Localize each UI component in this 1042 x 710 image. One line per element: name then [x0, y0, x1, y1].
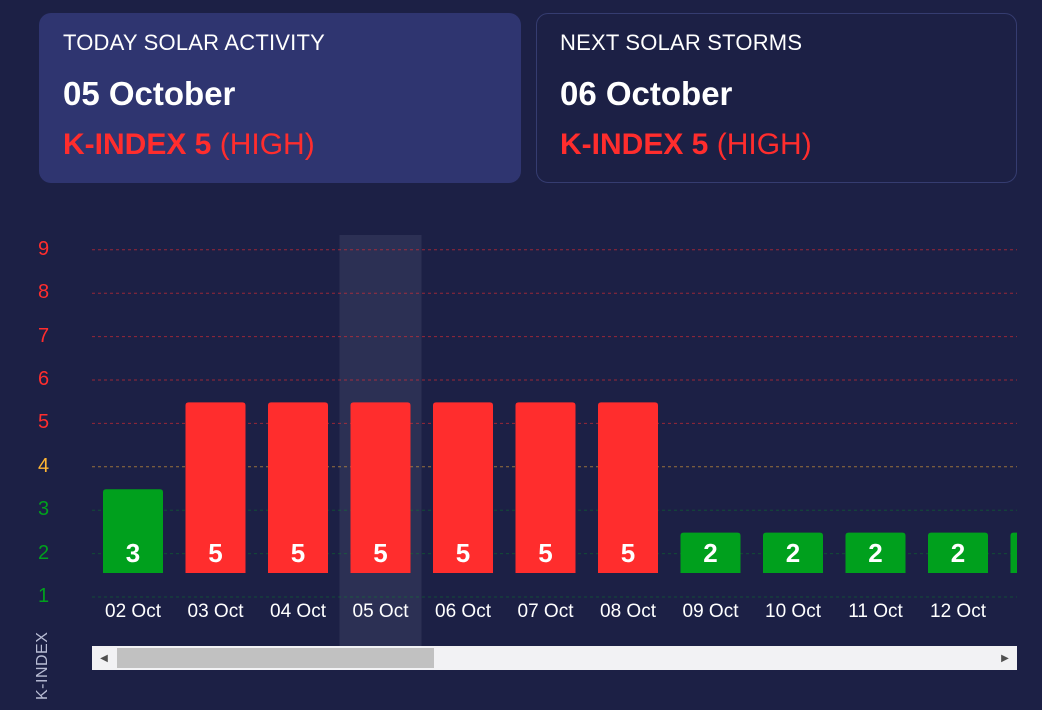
- y-tick-label-7: 7: [38, 324, 50, 347]
- x-tick-label: 12 Oct: [930, 601, 987, 622]
- bar-05-oct[interactable]: [350, 402, 411, 573]
- bar-02-oct[interactable]: [103, 489, 163, 573]
- y-tick-label-4: 4: [38, 454, 50, 477]
- bar-value-label: 5: [538, 538, 552, 568]
- x-tick-label: 04 Oct: [270, 601, 327, 622]
- y-tick-label-8: 8: [38, 281, 50, 304]
- bar-value-label: 2: [951, 538, 965, 568]
- bar-value-label: 5: [291, 538, 305, 568]
- bar-value-label: 5: [456, 538, 470, 568]
- y-tick-label-2: 2: [38, 541, 50, 564]
- bar-06-oct[interactable]: [433, 402, 493, 573]
- next-card-date: 06 October: [560, 75, 733, 112]
- bar-1[interactable]: [1010, 532, 1042, 573]
- x-tick-label: 05 Oct: [353, 601, 410, 622]
- bar-04-oct[interactable]: [268, 402, 328, 573]
- bar-07-oct[interactable]: [515, 402, 576, 573]
- bar-10-oct[interactable]: [763, 532, 823, 573]
- x-tick-label: 06 Oct: [435, 601, 492, 622]
- x-tick-label: 03 Oct: [188, 601, 245, 622]
- scrollbar-thumb[interactable]: [117, 648, 434, 668]
- bar-value-label: 5: [373, 538, 387, 568]
- bar-value-label: 5: [621, 538, 635, 568]
- bar-09-oct[interactable]: [680, 532, 741, 573]
- today-card-date: 05 October: [63, 75, 236, 112]
- today-kindex-label: K-INDEX 5: [63, 128, 212, 161]
- today-kindex-level: (HIGH): [219, 128, 315, 161]
- bar-11-oct[interactable]: [845, 532, 906, 573]
- bar-value-label: 2: [868, 538, 882, 568]
- x-tick-label: 1: [1035, 601, 1042, 622]
- kindex-bar-chart: 3 02 Oct 5 03 Oct 5 04 Oct 5 05 Oct 5 06 Oct 5 07 O…: [92, 235, 1042, 646]
- next-card-title: NEXT SOLAR STORMS: [560, 30, 803, 55]
- next-card-kindex: K-INDEX 5 (HIGH): [560, 128, 1016, 162]
- bar-12-oct[interactable]: [928, 532, 988, 573]
- y-axis-title: K-INDEX: [34, 631, 51, 700]
- y-tick-label-5: 5: [38, 411, 50, 434]
- next-solar-storms-card: NEXT SOLAR STORMS 06 October K-INDEX 5 (…: [536, 13, 1017, 183]
- bar-value-label: 3: [126, 538, 140, 568]
- bar-value-label: 2: [703, 538, 717, 568]
- bars-group: 3 02 Oct 5 03 Oct 5 04 Oct 5 05 Oct 5 06 Oct 5 07 O…: [103, 402, 1042, 622]
- y-tick-label-6: 6: [38, 368, 50, 390]
- bar-value-label: 2: [1033, 538, 1042, 568]
- next-kindex-level: (HIGH): [716, 128, 812, 161]
- y-tick-label-9: 9: [38, 237, 50, 260]
- next-kindex-label: K-INDEX 5: [560, 128, 709, 161]
- x-tick-label: 02 Oct: [105, 601, 162, 622]
- scroll-right-arrow-icon[interactable]: ▶: [1001, 652, 1009, 664]
- bar-value-label: 2: [786, 538, 800, 568]
- y-tick-label-3: 3: [38, 498, 50, 521]
- scroll-left-arrow-icon[interactable]: ◀: [100, 652, 108, 664]
- bar-03-oct[interactable]: [185, 402, 246, 573]
- y-tick-label-1: 1: [38, 585, 50, 607]
- chart-horizontal-scrollbar[interactable]: ◀ ▶: [92, 646, 1017, 670]
- today-card-title: TODAY SOLAR ACTIVITY: [63, 30, 325, 55]
- bar-08-oct[interactable]: [598, 402, 658, 573]
- bar-value-label: 5: [208, 538, 222, 568]
- today-solar-activity-card: TODAY SOLAR ACTIVITY 05 October K-INDEX …: [39, 13, 521, 183]
- today-card-kindex: K-INDEX 5 (HIGH): [63, 128, 521, 162]
- x-tick-label: 07 Oct: [518, 601, 575, 622]
- x-tick-label: 11 Oct: [848, 601, 903, 622]
- x-tick-label: 10 Oct: [765, 601, 822, 622]
- x-tick-label: 09 Oct: [683, 601, 740, 622]
- x-tick-label: 08 Oct: [600, 601, 657, 622]
